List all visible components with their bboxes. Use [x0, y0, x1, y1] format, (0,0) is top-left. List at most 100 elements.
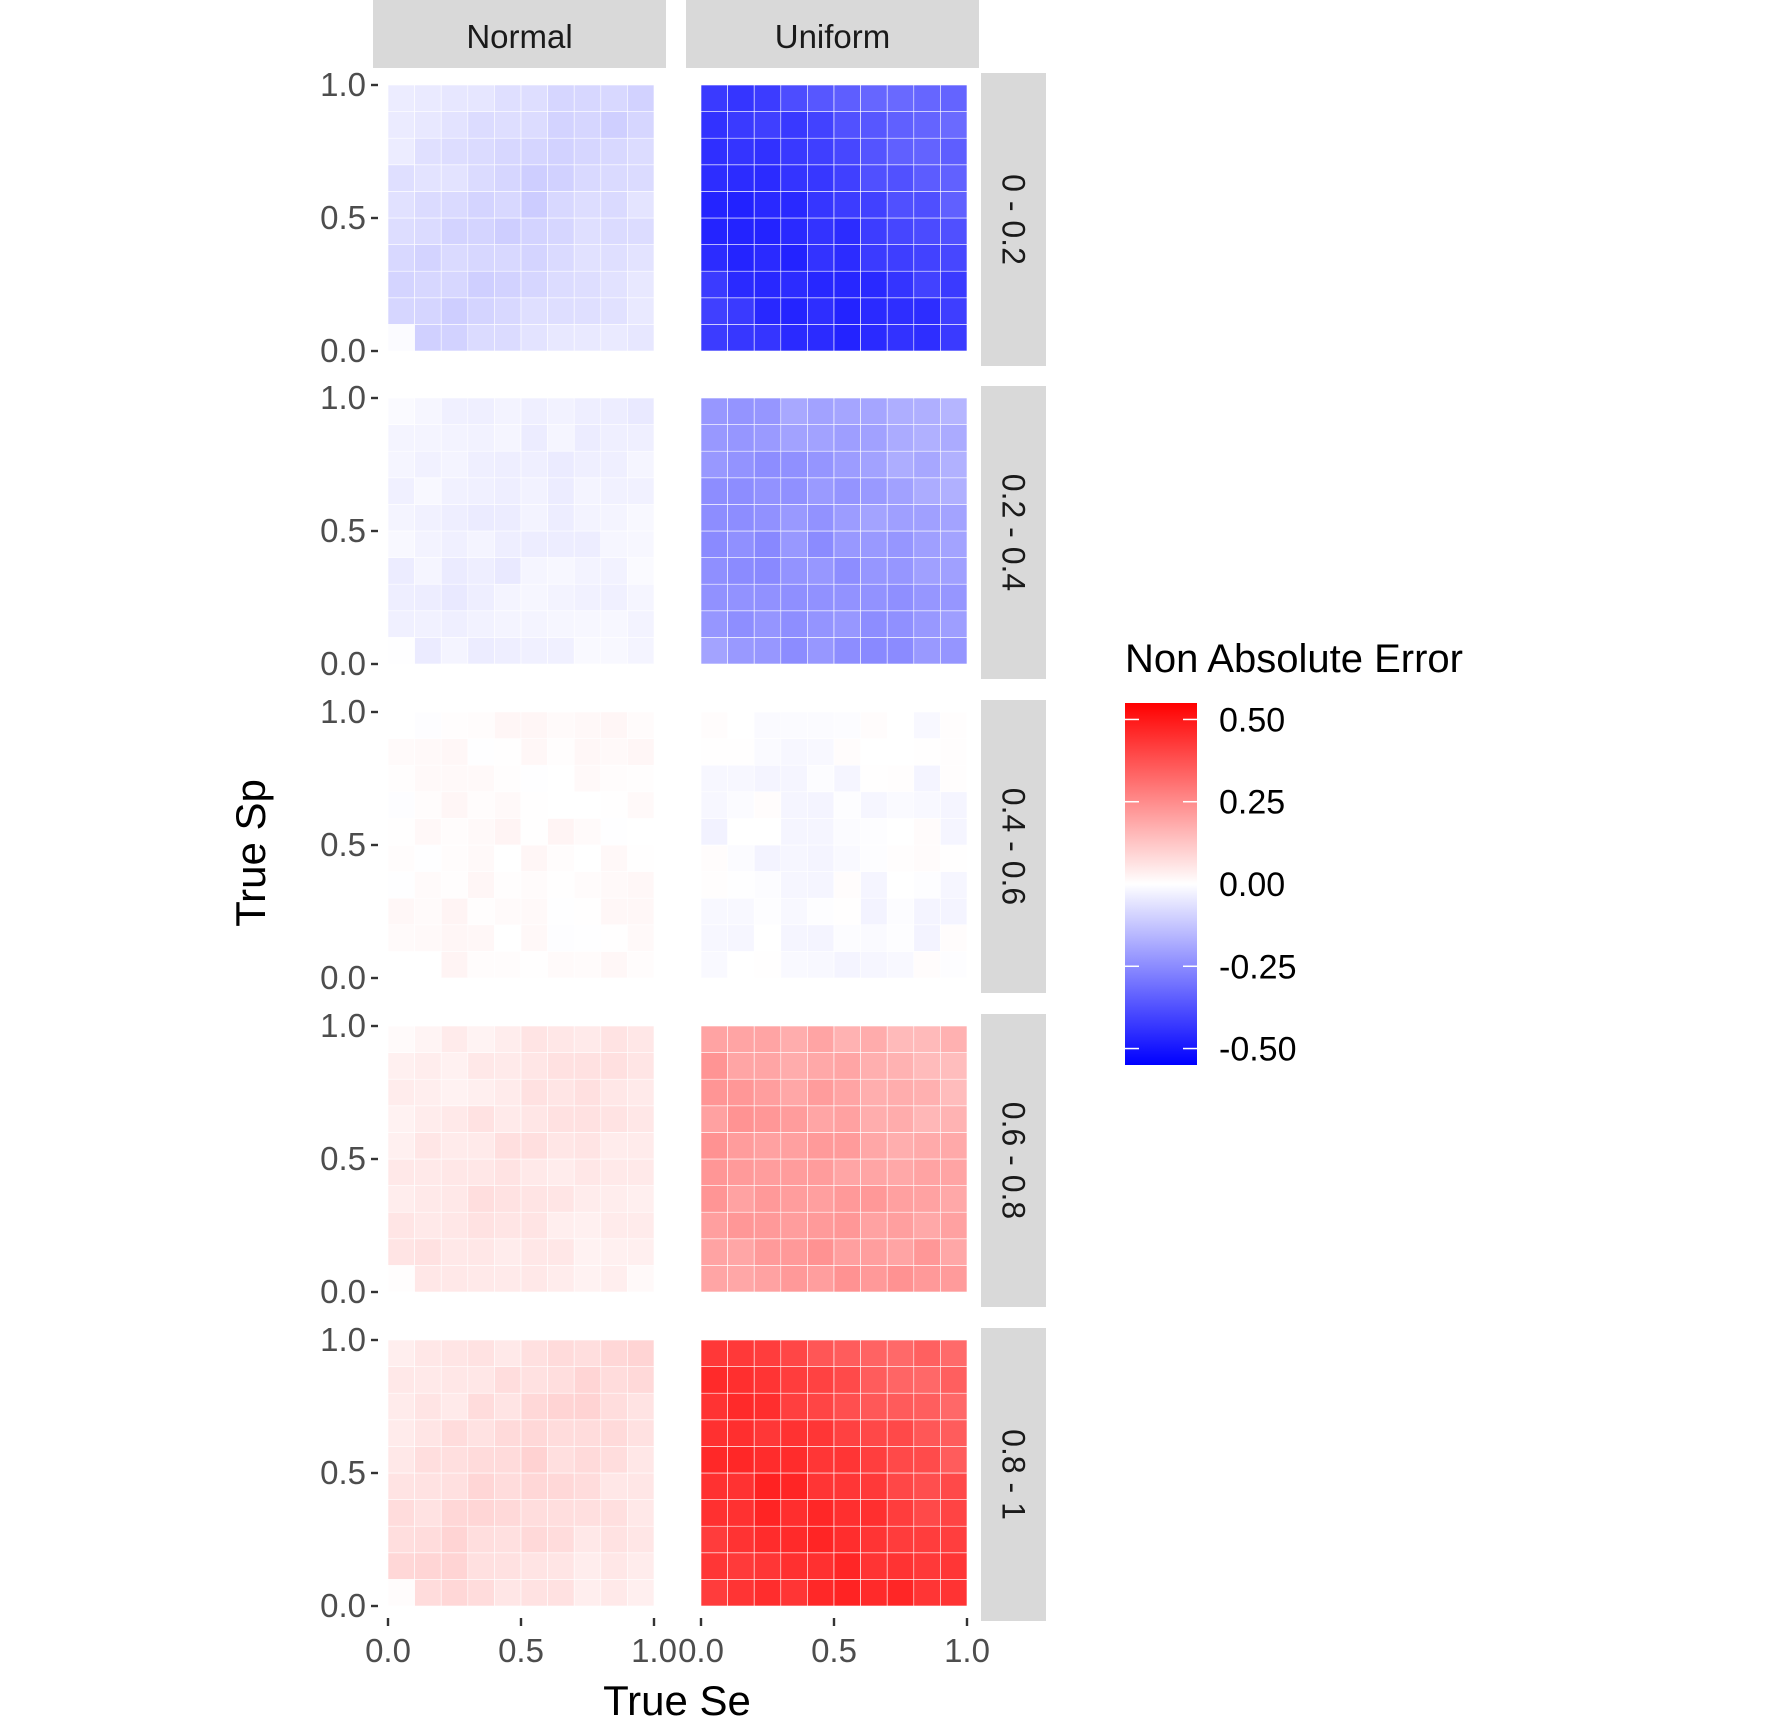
- heatmap-cell: [440, 1158, 469, 1186]
- heatmap-cell: [547, 1525, 575, 1554]
- heatmap-cell: [627, 924, 655, 952]
- heatmap-cell: [440, 791, 469, 819]
- heatmap-cell: [387, 1579, 415, 1607]
- heatmap-cell: [780, 1025, 808, 1053]
- heatmap-cell: [600, 897, 628, 926]
- heatmap-panel: [387, 84, 655, 352]
- heatmap-cell: [700, 84, 728, 112]
- heatmap-cell: [913, 871, 941, 899]
- heatmap-cell: [600, 1579, 628, 1607]
- heatmap-panel: [700, 84, 968, 352]
- facet-strips-layer: 0 - 0.2 0.2 - 0.4 0.4 - 0.6 0.6 - 0.8 0.8 - …: [373, 0, 1046, 1621]
- heatmap-cell: [780, 164, 808, 192]
- heatmap-cell: [467, 871, 495, 899]
- heatmap-cell: [547, 137, 575, 166]
- heatmap-cell: [387, 610, 415, 638]
- heatmap-cell: [807, 764, 835, 793]
- heatmap-cell: [833, 244, 861, 272]
- heatmap-cell: [727, 738, 755, 766]
- heatmap-cell: [940, 1132, 968, 1160]
- heatmap-cell: [727, 1579, 755, 1607]
- heatmap-cell: [780, 951, 808, 979]
- heatmap-cell: [547, 1552, 575, 1580]
- heatmap-cell: [780, 1105, 808, 1133]
- heatmap-cell: [494, 477, 522, 505]
- heatmap-cell: [573, 397, 602, 425]
- heatmap-cell: [547, 791, 575, 819]
- heatmap-cell: [886, 137, 915, 166]
- heatmap-cell: [807, 711, 835, 739]
- heatmap-cell: [753, 164, 782, 192]
- heatmap-cell: [940, 1078, 968, 1107]
- heatmap-cell: [414, 1366, 442, 1394]
- heatmap-cell: [700, 1339, 728, 1367]
- heatmap-cell: [414, 711, 442, 739]
- heatmap-cell: [833, 818, 861, 846]
- heatmap-cell: [494, 1552, 522, 1580]
- heatmap-cell: [753, 1392, 782, 1421]
- heatmap-cell: [860, 1025, 888, 1053]
- heatmap-cell: [886, 424, 915, 452]
- heatmap-cell: [573, 871, 602, 899]
- axes-layer: 0.00.51.00.00.51.00.00.51.00.00.51.00.00…: [227, 66, 990, 1724]
- heatmap-cell: [494, 764, 522, 793]
- heatmap-cell: [940, 637, 968, 665]
- heatmap-cell: [627, 84, 655, 112]
- heatmap-cell: [807, 504, 835, 532]
- heatmap-cell: [414, 297, 442, 325]
- heatmap-cell: [467, 637, 495, 665]
- heatmap-cell: [520, 818, 548, 846]
- heatmap-cell: [520, 637, 548, 665]
- heatmap-cell: [494, 1419, 522, 1447]
- heatmap-cell: [573, 583, 602, 612]
- heatmap-cell: [833, 191, 861, 219]
- heatmap-cell: [886, 244, 915, 272]
- heatmap-cell: [520, 297, 548, 325]
- heatmap-cell: [753, 1078, 782, 1107]
- heatmap-cell: [547, 324, 575, 352]
- heatmap-cell: [807, 738, 835, 766]
- heatmap-cell: [414, 1579, 442, 1607]
- heatmap-cell: [780, 791, 808, 819]
- heatmap-cell: [886, 504, 915, 532]
- heatmap-cell: [440, 1339, 469, 1367]
- heatmap-cell: [780, 424, 808, 452]
- heatmap-cell: [520, 111, 548, 139]
- heatmap-cell: [886, 1419, 915, 1447]
- heatmap-cell: [780, 1132, 808, 1160]
- heatmap-cell: [387, 397, 415, 425]
- heatmap-cell: [547, 1446, 575, 1474]
- heatmap-cell: [753, 1025, 782, 1053]
- heatmap-cell: [440, 111, 469, 139]
- heatmap-cell: [547, 1472, 575, 1500]
- heatmap-cell: [727, 1078, 755, 1107]
- heatmap-cell: [727, 84, 755, 112]
- heatmap-cell: [440, 610, 469, 638]
- heatmap-cell: [627, 951, 655, 979]
- heatmap-cell: [440, 504, 469, 532]
- heatmap-cell: [727, 324, 755, 352]
- heatmap-cell: [573, 1552, 602, 1580]
- heatmap-cell: [780, 504, 808, 532]
- heatmap-cell: [440, 1211, 469, 1240]
- heatmap-cell: [387, 424, 415, 452]
- heatmap-cell: [440, 1392, 469, 1421]
- heatmap-panel: [387, 397, 655, 665]
- heatmap-cell: [780, 530, 808, 558]
- row-facet-strip: [981, 700, 1046, 993]
- heatmap-cell: [627, 1499, 655, 1527]
- heatmap-cell: [727, 1552, 755, 1580]
- heatmap-cell: [414, 637, 442, 665]
- heatmap-cell: [860, 164, 888, 192]
- heatmap-cell: [940, 951, 968, 979]
- heatmap-cell: [833, 324, 861, 352]
- heatmap-cell: [833, 924, 861, 952]
- heatmap-cell: [547, 397, 575, 425]
- heatmap-cell: [886, 270, 915, 299]
- heatmap-cell: [467, 1392, 495, 1421]
- heatmap-cell: [833, 111, 861, 139]
- heatmap-cell: [467, 1446, 495, 1474]
- heatmap-cell: [780, 244, 808, 272]
- heatmap-cell: [520, 1105, 548, 1133]
- heatmap-cell: [807, 1339, 835, 1367]
